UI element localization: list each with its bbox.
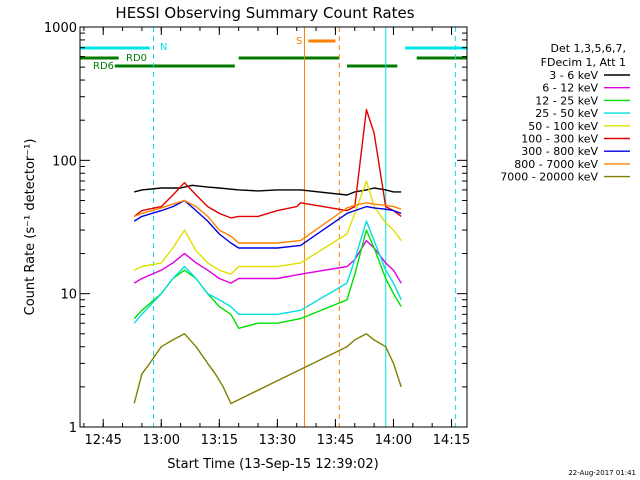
x-tick-label: 14:15 <box>433 433 470 448</box>
series-lines <box>133 108 402 405</box>
timestamp: 22-Aug-2017 01:41 <box>568 469 636 477</box>
x-tick-label: 14:00 <box>375 433 412 448</box>
series-line-4 <box>133 180 402 275</box>
y-tick-label: 1 <box>69 421 77 436</box>
y-tick-label: 1000 <box>44 21 77 36</box>
legend-label-3: 25 - 50 keV <box>535 107 598 120</box>
x-tick-label: 13:45 <box>317 433 354 448</box>
legend-header-0: Det 1,3,5,6,7, <box>550 42 626 55</box>
legend-label-6: 300 - 800 keV <box>521 145 598 158</box>
series-line-0 <box>134 184 402 196</box>
flag-label-3: S <box>296 36 302 47</box>
series-line-6 <box>133 199 402 249</box>
y-tick-label: 10 <box>60 288 77 303</box>
plot-frame <box>79 26 468 428</box>
legend: Det 1,3,5,6,7,FDecim 1, Att 13 - 6 keV6 … <box>500 42 630 184</box>
x-axis: 12:45 13:00 13:15 13:30 13:45 14:00 14:15 <box>83 27 470 448</box>
flag-label-0: N <box>160 42 167 53</box>
legend-label-8: 7000 - 20000 keV <box>500 171 598 184</box>
chart-title: HESSI Observing Summary Count Rates <box>115 4 414 22</box>
y-axis-label: Count Rate (s⁻¹ detector⁻¹) <box>23 139 38 316</box>
series-line-8 <box>133 333 402 405</box>
legend-label-7: 800 - 7000 keV <box>514 158 598 171</box>
legend-label-5: 100 - 300 keV <box>521 133 598 146</box>
flag-label-2: RD6 <box>93 61 114 72</box>
x-tick-label: 13:15 <box>201 433 238 448</box>
x-tick-label: 13:30 <box>259 433 296 448</box>
series-line-7 <box>133 199 402 244</box>
legend-label-2: 12 - 25 keV <box>535 94 598 107</box>
y-axis: 1 10 100 1000 <box>44 21 467 436</box>
flag-annotations: N RD0 RD6 S <box>93 36 302 72</box>
legend-label-4: 50 - 100 keV <box>528 120 598 133</box>
y-tick-label: 100 <box>52 154 77 169</box>
x-tick-label: 13:00 <box>143 433 180 448</box>
flag-label-1: RD0 <box>126 53 147 64</box>
legend-header-1: FDecim 1, Att 1 <box>541 56 626 69</box>
x-tick-label: 12:45 <box>84 433 121 448</box>
series-line-5 <box>133 108 402 219</box>
event-marker-lines <box>79 27 456 427</box>
x-axis-label: Start Time (13-Sep-15 12:39:02) <box>167 457 378 472</box>
legend-label-1: 6 - 12 keV <box>542 82 598 95</box>
legend-label-0: 3 - 6 keV <box>549 69 598 82</box>
orbit-flag-bars <box>80 39 467 68</box>
series-line-3 <box>133 220 402 324</box>
